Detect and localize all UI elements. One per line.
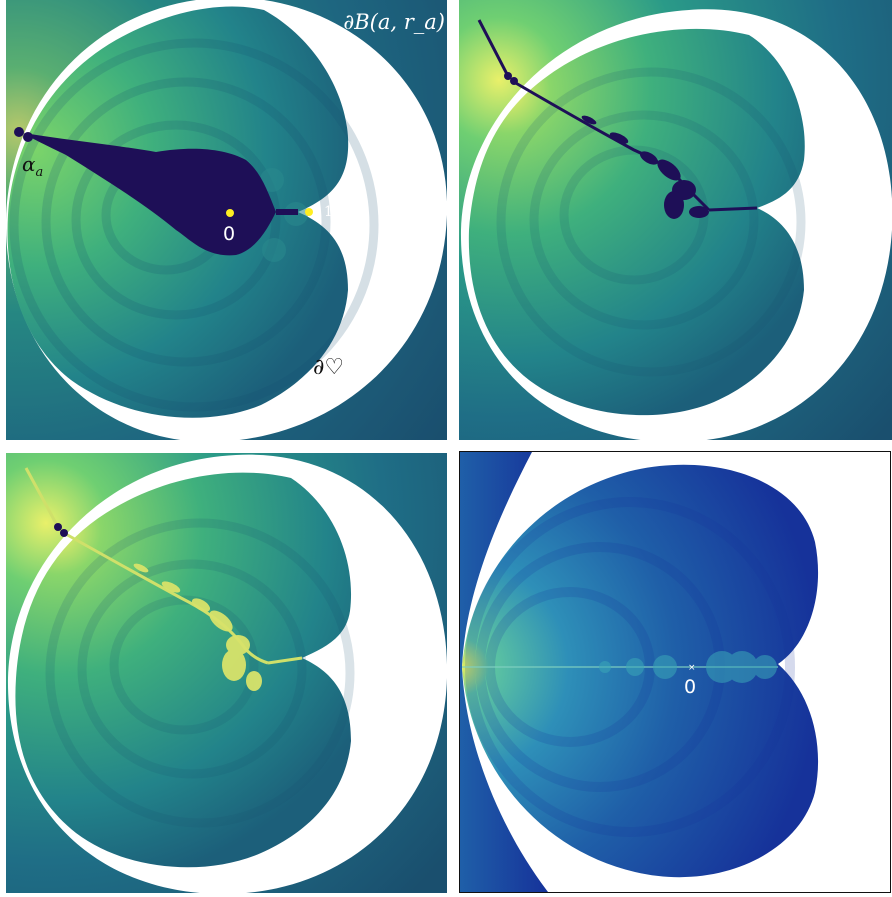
- alpha-points: [504, 72, 518, 85]
- zero-label: 0: [223, 223, 236, 245]
- panel-bottom-right-graphic: [460, 452, 890, 892]
- zero-label: 0: [684, 676, 697, 698]
- panel-top-right-graphic: [459, 0, 892, 440]
- cardioid-region: [468, 28, 805, 416]
- zero-marker-icon: ×: [688, 663, 696, 673]
- panel-top-right: [459, 0, 892, 440]
- alpha-points: [14, 127, 33, 142]
- alpha-symbol: α: [22, 152, 36, 176]
- zero-point: [226, 209, 234, 217]
- alpha-points: [54, 523, 68, 537]
- panel-bottom-left: [6, 453, 447, 893]
- filled-julia-set: [24, 133, 276, 256]
- outer-region: [460, 452, 548, 892]
- cardioid-region: [15, 472, 352, 868]
- equipotential-bands: [45, 518, 355, 828]
- alpha-subscript: a: [35, 165, 44, 180]
- julia-dendrite-blobs: [581, 115, 709, 219]
- julia-tail: [708, 206, 758, 212]
- panel-top-left-graphic: [6, 0, 447, 440]
- alpha-label: αa: [22, 154, 43, 179]
- one-quarter-point: [305, 208, 313, 216]
- panel-bottom-right: × 0: [459, 451, 891, 893]
- panel-top-left: ∂B(a, r_a) αa 0 1/4 ∂♡: [6, 0, 447, 440]
- boundary-cardioid-label: ∂♡: [313, 355, 345, 380]
- decorations: [599, 651, 777, 683]
- boundary-ball-label: ∂B(a, r_a): [343, 10, 445, 34]
- julia-tail: [267, 656, 303, 665]
- julia-dendrite-blobs: [133, 563, 262, 691]
- one-quarter-label: 1/4: [324, 204, 347, 220]
- panel-bottom-left-graphic: [6, 453, 447, 893]
